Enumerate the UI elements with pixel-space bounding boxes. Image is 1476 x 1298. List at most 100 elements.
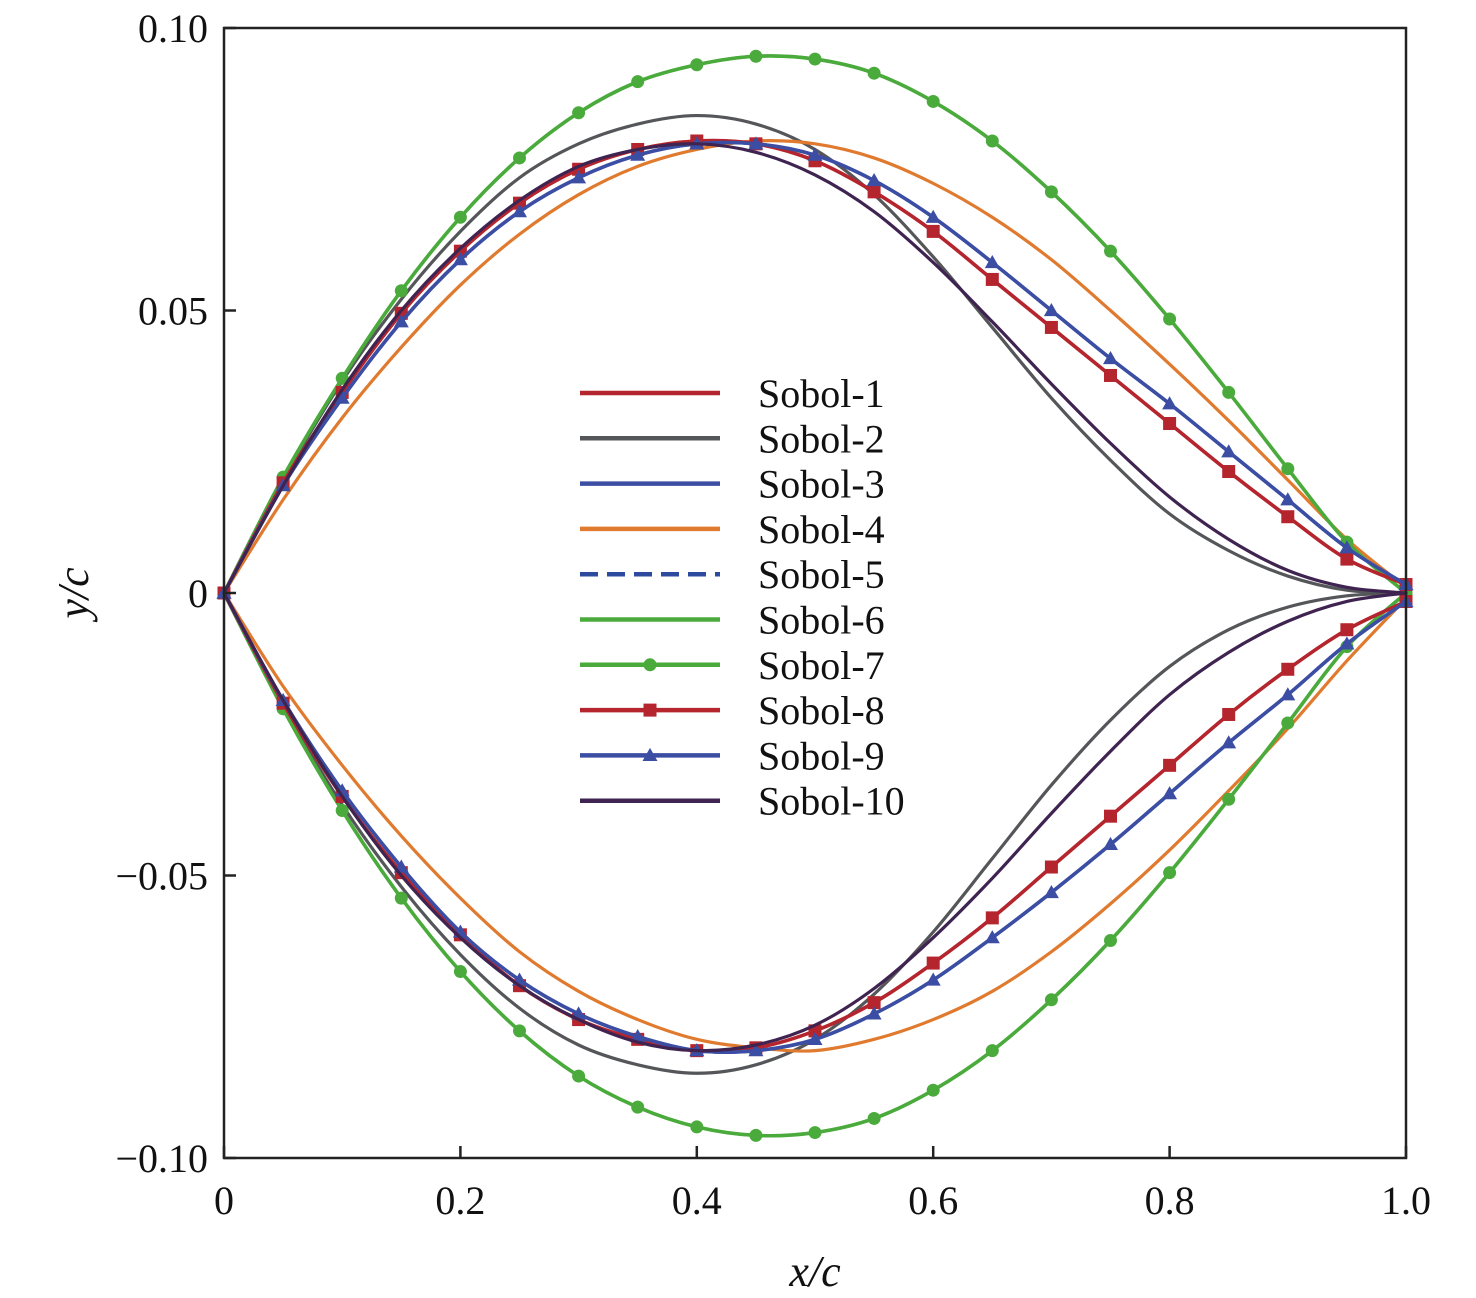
marker-sobol-9-upper-10 — [807, 147, 823, 161]
legend-item: Sobol-1 — [580, 371, 885, 416]
marker-sobol-7-lower-2 — [335, 804, 349, 818]
y-axis-title: y/c — [49, 567, 98, 623]
legend-item: Sobol-3 — [580, 462, 885, 507]
legend-label: Sobol-7 — [758, 643, 885, 688]
marker-sobol-8-upper-13 — [985, 272, 999, 286]
marker-sobol-9-upper-5 — [512, 204, 527, 218]
marker-sobol-7-upper-2 — [335, 371, 349, 385]
marker-sobol-8-lower-15 — [1104, 809, 1117, 823]
marker-sobol-7-lower-6 — [572, 1069, 586, 1083]
marker-sobol-9-upper-18 — [1280, 492, 1296, 506]
marker-sobol-9-lower-12 — [925, 972, 941, 986]
legend-item: Sobol-10 — [580, 779, 905, 824]
y-tick-label: −0.05 — [115, 854, 208, 899]
marker-sobol-9-lower-11 — [866, 1006, 882, 1020]
marker-sobol-8-upper-11 — [867, 185, 881, 199]
marker-sobol-7-lower-16 — [1163, 866, 1177, 880]
marker-sobol-9-upper-3 — [393, 314, 409, 328]
marker-sobol-7-lower-10 — [808, 1126, 822, 1140]
marker-sobol-8-upper-18 — [1281, 510, 1295, 524]
legend-label: Sobol-6 — [758, 598, 885, 643]
marker-sobol-8-lower-18 — [1281, 662, 1295, 676]
marker-sobol-7-lower-18 — [1281, 716, 1295, 730]
y-tick-label: 0.10 — [138, 6, 208, 51]
series-sobol-4 — [222, 139, 1408, 1053]
marker-sobol-7-upper-14 — [1044, 185, 1058, 199]
marker-sobol-7-lower-9 — [749, 1128, 763, 1142]
marker-sobol-9-lower-17 — [1221, 735, 1237, 749]
marker-sobol-9-upper-11 — [866, 173, 882, 187]
marker-sobol-9-upper-13 — [984, 254, 1000, 269]
x-tick-label: 0.2 — [435, 1178, 485, 1223]
legend-item: Sobol-7 — [580, 643, 885, 688]
marker-sobol-7-lower-8 — [690, 1120, 704, 1134]
marker-sobol-7-lower-4 — [453, 965, 467, 979]
marker-sobol-8-lower-19 — [1340, 623, 1354, 637]
marker-sobol-7-upper-9 — [749, 49, 763, 63]
marker-sobol-7-upper-18 — [1281, 462, 1295, 476]
marker-sobol-7-upper-7 — [631, 75, 645, 89]
legend-marker — [643, 658, 657, 672]
marker-sobol-8-upper-12 — [926, 224, 940, 238]
marker-sobol-9-lower-13 — [984, 930, 1000, 944]
x-tick-label: 0.4 — [672, 1178, 722, 1223]
marker-sobol-9-upper-17 — [1221, 444, 1237, 458]
marker-sobol-7-lower-13 — [985, 1044, 999, 1058]
legend-label: Sobol-8 — [758, 688, 885, 733]
marker-sobol-7-upper-16 — [1163, 312, 1177, 326]
marker-sobol-8-lower-12 — [926, 956, 940, 970]
legend-item: Sobol-8 — [580, 688, 885, 733]
marker-sobol-9-lower-7 — [630, 1029, 646, 1043]
marker-sobol-8-lower-16 — [1163, 758, 1177, 772]
line-sobol-10-lower — [222, 591, 1408, 1053]
marker-sobol-7-upper-4 — [453, 210, 467, 224]
legend-item: Sobol-6 — [580, 598, 885, 643]
marker-sobol-7-upper-6 — [572, 106, 586, 120]
marker-sobol-7-lower-7 — [631, 1100, 645, 1114]
marker-sobol-8-upper-14 — [1044, 320, 1058, 334]
marker-sobol-7-lower-17 — [1222, 792, 1236, 806]
series-layer — [216, 49, 1414, 1142]
legend-label: Sobol-3 — [758, 462, 885, 507]
marker-sobol-9-upper-15 — [1103, 351, 1118, 365]
legend-label: Sobol-4 — [758, 507, 885, 552]
y-tick-label: 0 — [188, 571, 208, 616]
marker-sobol-7-upper-17 — [1222, 385, 1236, 399]
line-sobol-9-upper — [222, 140, 1408, 595]
marker-sobol-7-upper-10 — [808, 52, 822, 66]
marker-sobol-7-lower-5 — [513, 1024, 526, 1038]
marker-sobol-7-lower-3 — [394, 891, 408, 905]
marker-sobol-7-upper-13 — [985, 134, 999, 148]
marker-sobol-9-upper-9 — [748, 136, 764, 150]
marker-sobol-9-upper-7 — [630, 147, 646, 161]
marker-sobol-8-upper-17 — [1222, 465, 1236, 479]
legend-item: Sobol-5 — [580, 552, 885, 597]
marker-sobol-7-upper-8 — [690, 58, 704, 72]
marker-sobol-7-upper-11 — [867, 66, 881, 80]
marker-sobol-8-upper-15 — [1104, 368, 1117, 382]
x-axis-title: x/c — [788, 1247, 841, 1296]
line-sobol-4-upper — [222, 139, 1408, 595]
line-sobol-10-upper — [222, 142, 1408, 595]
marker-sobol-7-upper-15 — [1104, 244, 1117, 258]
marker-sobol-9-upper-16 — [1162, 396, 1178, 410]
marker-sobol-9-upper-6 — [571, 170, 587, 184]
line-sobol-4-lower — [222, 591, 1408, 1053]
y-tick-label: 0.05 — [138, 289, 208, 334]
marker-sobol-8-lower-17 — [1222, 707, 1236, 721]
marker-sobol-8-upper-19 — [1340, 552, 1354, 566]
marker-sobol-8-lower-13 — [985, 911, 999, 925]
marker-sobol-9-lower-9 — [748, 1043, 764, 1057]
marker-sobol-9-lower-18 — [1280, 687, 1296, 701]
series-sobol-10 — [222, 142, 1408, 1053]
marker-sobol-9-upper-19 — [1339, 540, 1355, 554]
marker-sobol-9-lower-15 — [1103, 836, 1118, 851]
marker-sobol-9-lower-16 — [1162, 786, 1178, 800]
tick-layer: 0 0.2 0.4 0.6 0.8 1.0 −0.10 −0.05 0 0.05 0.10 — [115, 6, 1431, 1223]
y-tick-label: −0.10 — [115, 1136, 208, 1181]
legend-label: Sobol-5 — [758, 552, 885, 597]
x-tick-label: 0 — [214, 1178, 234, 1223]
marker-sobol-9-upper-2 — [334, 390, 350, 404]
legend-item: Sobol-4 — [580, 507, 885, 552]
